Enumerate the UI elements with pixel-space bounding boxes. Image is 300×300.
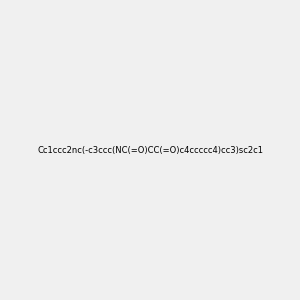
Text: Cc1ccc2nc(-c3ccc(NC(=O)CC(=O)c4ccccc4)cc3)sc2c1: Cc1ccc2nc(-c3ccc(NC(=O)CC(=O)c4ccccc4)cc… — [37, 146, 263, 154]
